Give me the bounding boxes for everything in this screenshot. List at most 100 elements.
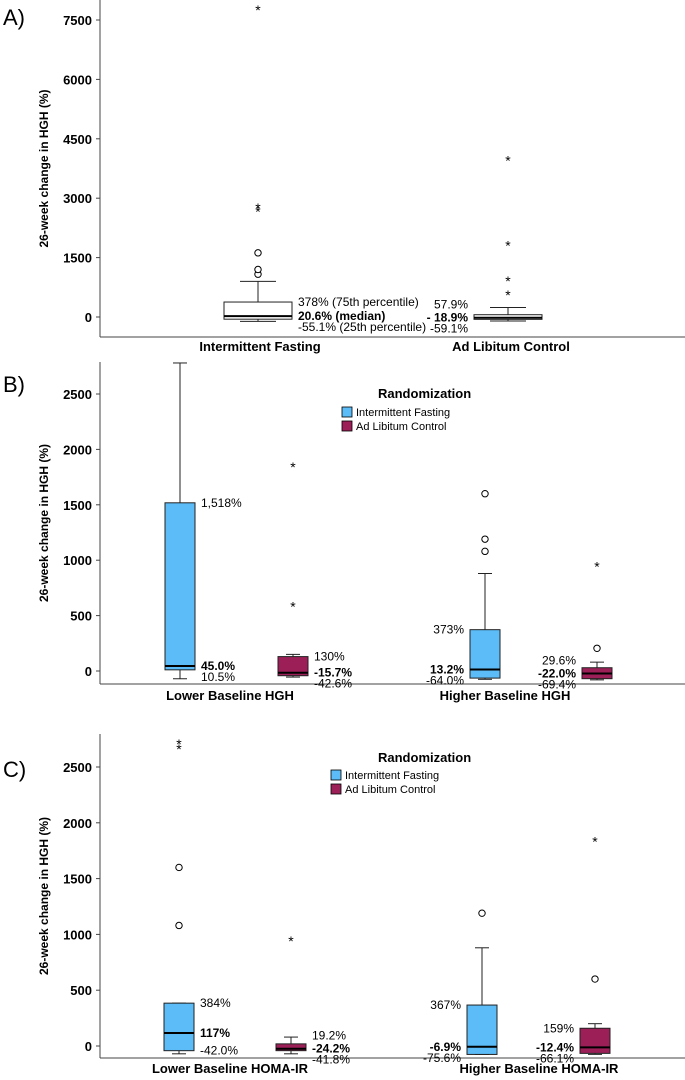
box-annotation: 45.0% xyxy=(201,659,235,673)
box-1: ***378% (75th percentile)20.6% (median)-… xyxy=(223,2,426,334)
x-category-label: Lower Baseline HOMA-IR xyxy=(152,1061,309,1076)
y-axis-label: 26-week change in HGH (%) xyxy=(37,817,51,975)
box-iqr xyxy=(163,1002,195,1052)
y-tick-label: 1500 xyxy=(63,251,92,266)
box-annotation: -24.2% xyxy=(312,1042,350,1056)
outlier-star: * xyxy=(255,2,261,18)
box-annotation: 373% xyxy=(433,623,464,637)
box-iqr xyxy=(223,301,293,320)
outlier-circle xyxy=(175,921,183,930)
box-annotation: - 18.9% xyxy=(427,311,469,325)
outlier-star: * xyxy=(505,153,511,169)
legend-title: Randomization xyxy=(378,386,471,401)
outlier-circle xyxy=(175,863,183,872)
box-annotation: 20.6% (median) xyxy=(298,309,385,323)
legend: Randomization Intermittent Fasting Ad Libi… xyxy=(330,750,471,796)
outlier-circle xyxy=(478,909,486,917)
y-tick-label: 0 xyxy=(85,1039,92,1054)
legend-label: Intermittent Fasting xyxy=(356,407,450,419)
legend-swatch xyxy=(330,769,342,781)
y-axis-label: 26-week change in HGH (%) xyxy=(37,89,51,247)
box-annotation: -59.1% xyxy=(430,322,468,336)
y-tick-label: 0 xyxy=(85,664,92,679)
box-annotation: 378% (75th percentile) xyxy=(298,295,419,309)
outlier-circle xyxy=(593,644,601,652)
y-tick-label: 1000 xyxy=(63,553,92,568)
x-category-label: Ad Libitum Control xyxy=(452,339,570,354)
y-tick-label: 4500 xyxy=(63,132,92,147)
box-1: ** 384% 117% -42.0% xyxy=(163,736,238,1058)
box-annotation: -15.7% xyxy=(314,666,352,680)
outlier-circle xyxy=(481,547,489,556)
legend-label: Ad Libitum Control xyxy=(356,421,447,433)
y-tick-label: 2500 xyxy=(63,387,92,402)
box-annotation: 1,518% xyxy=(201,496,242,510)
box-annotation: -75.6% xyxy=(423,1051,461,1065)
box-2: ****57.9%- 18.9%-59.1% xyxy=(427,153,543,336)
box-annotation: -64.0% xyxy=(426,674,464,688)
box-iqr xyxy=(277,656,309,677)
outlier-star: * xyxy=(594,559,600,575)
outlier-star: * xyxy=(505,287,511,303)
box-annotation: -66.1% xyxy=(536,1051,574,1065)
y-axis-label: 26-week change in HGH (%) xyxy=(37,444,51,602)
outlier-star: * xyxy=(290,599,296,615)
y-tick-label: 500 xyxy=(70,983,92,998)
panel-letter: C) xyxy=(3,757,26,782)
y-tick-label: 500 xyxy=(70,609,92,624)
outlier-star: * xyxy=(290,459,296,475)
box-annotation: 10.5% xyxy=(201,670,235,684)
outlier-circle xyxy=(481,535,489,543)
x-category-label: Higher Baseline HOMA-IR xyxy=(460,1061,620,1076)
box-annotation: 19.2% xyxy=(312,1029,346,1043)
y-tick-label: 6000 xyxy=(63,72,92,87)
y-tick-label: 2500 xyxy=(63,760,92,775)
box-annotation: 29.6% xyxy=(542,653,576,667)
y-tick-label: 1500 xyxy=(63,872,92,887)
legend-swatch xyxy=(330,783,342,795)
y-tick-label: 1500 xyxy=(63,498,92,513)
box-annotation: 13.2% xyxy=(430,663,464,677)
y-tick-label: 0 xyxy=(85,310,92,325)
box-iqr xyxy=(275,1043,307,1052)
box-iqr xyxy=(469,629,501,679)
box-annotation: -12.4% xyxy=(536,1040,574,1054)
box-iqr xyxy=(579,1027,611,1054)
outlier-star: * xyxy=(176,736,182,752)
box-annotation: 367% xyxy=(430,998,461,1012)
x-category-label: Intermittent Fasting xyxy=(199,339,320,354)
box-2: * 19.2%-24.2%-41.8% xyxy=(275,933,350,1067)
box-annotation: -42.6% xyxy=(314,677,352,691)
panel-1: A) 0 1500 3000 4500 6000 7500 26-week change in… xyxy=(3,0,685,354)
legend-title: Randomization xyxy=(378,750,471,765)
outlier-star: * xyxy=(255,203,261,219)
outlier-star: * xyxy=(505,273,511,289)
y-tick-label: 2000 xyxy=(63,442,92,457)
outlier-star: * xyxy=(176,741,182,757)
legend-label: Intermittent Fasting xyxy=(345,770,439,782)
panel-letter: A) xyxy=(3,5,25,30)
box-3: 373% 13.2%-64.0% xyxy=(426,490,501,688)
box-4: * 29.6%-22.0%-69.4% xyxy=(538,559,613,691)
x-category-label: Higher Baseline HGH xyxy=(440,688,571,703)
legend-swatch xyxy=(341,420,353,432)
panel-3: C) 0 500 1000 1500 2000 2500 26-week change in … xyxy=(3,734,685,1076)
legend-label: Ad Libitum Control xyxy=(345,784,436,796)
box-annotation: -6.9% xyxy=(430,1040,462,1054)
outlier-star: * xyxy=(255,200,261,216)
box-annotation: -41.8% xyxy=(312,1053,350,1067)
box-annotation: -22.0% xyxy=(538,666,576,680)
panel-2: B) 0 500 1000 1500 2000 2500 26-week change in … xyxy=(3,362,685,703)
outlier-circle xyxy=(481,490,489,498)
panel-letter: B) xyxy=(3,372,25,397)
x-category-label: Lower Baseline HGH xyxy=(166,688,294,703)
box-annotation: -55.1% (25th percentile) xyxy=(298,320,426,334)
box-3: 367% -6.9%-75.6% xyxy=(423,909,498,1065)
y-tick-label: 7500 xyxy=(63,13,92,28)
box-annotation: 57.9% xyxy=(434,298,468,312)
y-tick-label: 1000 xyxy=(63,927,92,942)
box-1: 1,518% 45.0%10.5% xyxy=(164,362,242,684)
box-annotation: 130% xyxy=(314,650,345,664)
legend-swatch xyxy=(341,406,353,418)
